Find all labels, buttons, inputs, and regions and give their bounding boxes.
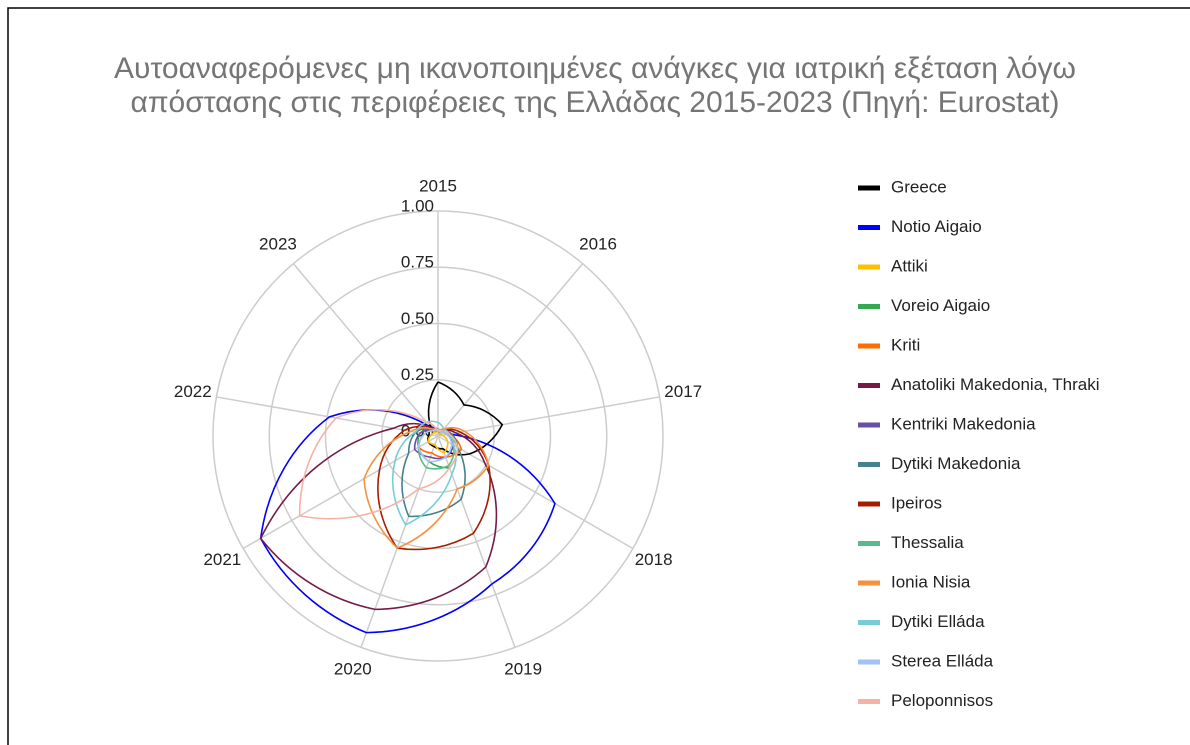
legend-label: Dytiki Elláda: [891, 612, 985, 631]
frame: [7, 7, 1190, 745]
series-line: [417, 428, 453, 463]
legend-label: Ionia Nisia: [891, 572, 971, 591]
category-label: 2022: [174, 382, 212, 401]
category-label: 2018: [635, 550, 673, 569]
spoke: [242, 435, 439, 550]
legend-label: Greece: [891, 177, 947, 196]
series-line: [391, 420, 457, 526]
category-label: 2015: [419, 176, 457, 195]
series-line: [259, 422, 498, 611]
spoke: [292, 263, 439, 437]
legend-label: Kentriki Makedonia: [891, 414, 1036, 433]
category-label: 2017: [664, 382, 702, 401]
legend-label: Thessalia: [891, 533, 964, 552]
spoke: [437, 435, 516, 648]
legend-label: Sterea Elláda: [891, 651, 994, 670]
chart-title: Αυτοαναφερόμενες μη ικανοποιημένες ανάγκ…: [114, 52, 1076, 119]
radial-tick-label: 0.50: [401, 309, 434, 328]
legend-label: Attiki: [891, 256, 928, 275]
radial-tick-label: 0.75: [401, 253, 434, 272]
series-line: [363, 426, 490, 549]
category-label: 2016: [579, 235, 617, 254]
series-line: [377, 425, 491, 551]
spoke: [216, 396, 439, 437]
spoke: [360, 435, 439, 648]
legend-label: Dytiki Makedonia: [891, 454, 1021, 473]
spoke: [437, 263, 584, 437]
series-line: [427, 430, 449, 454]
legend-label: Voreio Aigaio: [891, 296, 990, 315]
category-label: 2021: [203, 550, 241, 569]
legend-label: Kriti: [891, 335, 920, 354]
spoke: [437, 396, 660, 437]
legend-label: Ipeiros: [891, 493, 942, 512]
radial-tick-label: 0.25: [401, 365, 434, 384]
spoke: [437, 435, 634, 550]
category-label: 2023: [259, 235, 297, 254]
legend-label: Anatoliki Makedonia, Thraki: [891, 375, 1100, 394]
radial-tick-label: 1.00: [401, 196, 434, 215]
category-label: 2019: [504, 659, 542, 678]
series-line: [298, 409, 459, 520]
legend-label: Peloponnisos: [891, 691, 993, 710]
legend-label: Notio Aigaio: [891, 217, 982, 236]
category-label: 2020: [334, 659, 372, 678]
